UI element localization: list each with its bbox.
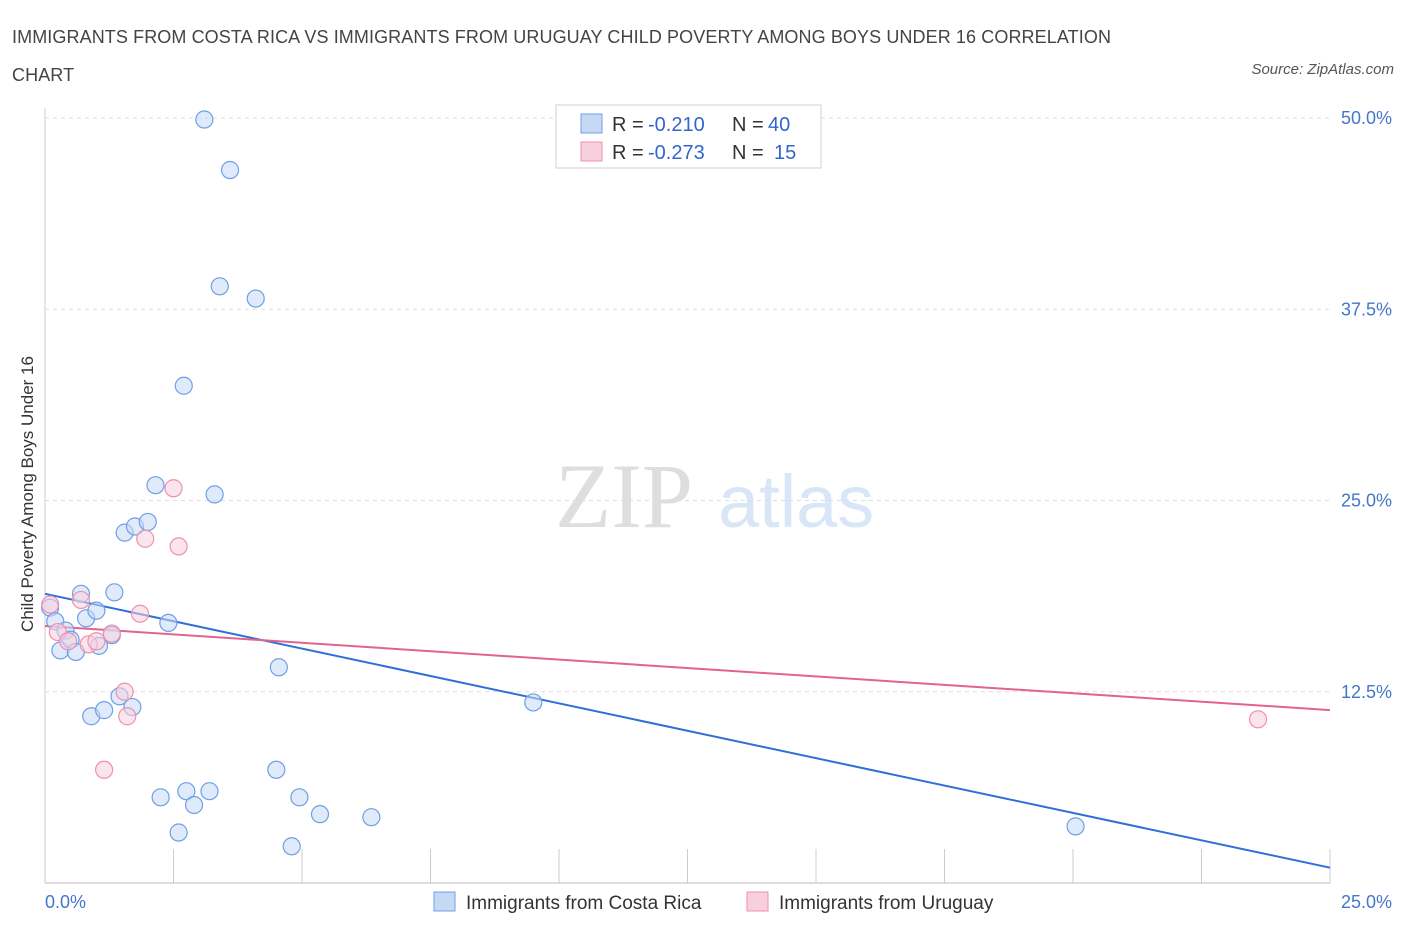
watermark-atlas: atlas (718, 460, 874, 543)
point-series0-27 (200, 782, 219, 801)
point-series0-22 (169, 823, 188, 842)
trendline-1 (44, 624, 1331, 712)
y-axis-label: Child Poverty Among Boys Under 16 (18, 356, 37, 632)
legend-n-label-1: N = (732, 114, 764, 136)
point-series1-8 (115, 682, 134, 701)
point-series1-12 (164, 479, 183, 498)
legend-n-label-2: N = (732, 142, 764, 164)
point-series0-36 (310, 805, 330, 824)
point-series0-21 (159, 613, 178, 633)
bottom-legend-swatch-uruguay (746, 891, 769, 912)
point-series0-38 (524, 693, 543, 712)
source-label: Source: ZipAtlas.com (1251, 61, 1394, 78)
legend-n-value-1: 40 (768, 114, 790, 136)
point-series1-5 (87, 632, 106, 651)
point-series0-18 (138, 512, 157, 532)
point-series0-19 (146, 476, 165, 495)
bottom-legend-uruguay: Immigrants from Uruguay (779, 893, 994, 914)
point-series1-0 (41, 595, 60, 614)
point-series1-3 (71, 590, 91, 610)
point-series1-9 (118, 707, 137, 726)
gridlines (45, 117, 1330, 693)
chart-title: IMMIGRANTS FROM COSTA RICA VS IMMIGRANTS… (12, 27, 1112, 85)
y-tick-label-3: 50.0% (1341, 108, 1392, 128)
point-series0-34 (282, 837, 301, 856)
point-series1-10 (130, 604, 150, 623)
correlation-legend: R = -0.210 N = 40 R = -0.273 N = 15 (555, 104, 822, 169)
point-series1-2 (59, 632, 78, 651)
point-series0-35 (290, 788, 309, 807)
point-series0-32 (267, 760, 286, 779)
point-series1-14 (1248, 710, 1268, 729)
point-series0-28 (205, 485, 224, 504)
series-legend: Immigrants from Costa Rica Immigrants fr… (433, 891, 994, 914)
trendline-0 (44, 592, 1331, 869)
x-tick-label-1: 25.0% (1341, 892, 1392, 912)
point-series0-13 (105, 583, 124, 602)
y-tick-label-1: 25.0% (1341, 491, 1392, 511)
tick-labels: 12.5% 25.0% 37.5% 50.0% 0.0% 25.0% (45, 108, 1392, 912)
point-series0-11 (95, 701, 114, 720)
point-series1-7 (102, 624, 121, 643)
legend-r-value-1: -0.210 (648, 114, 705, 136)
point-series0-20 (151, 788, 170, 807)
point-series0-29 (210, 277, 229, 296)
point-series1-6 (95, 760, 114, 779)
y-tick-label-2: 37.5% (1341, 299, 1392, 319)
point-series0-31 (246, 289, 265, 308)
legend-swatch-uruguay (580, 141, 603, 162)
y-tick-label-0: 12.5% (1341, 682, 1392, 702)
point-series0-37 (362, 808, 381, 827)
point-series0-9 (87, 601, 106, 620)
x-tick-label-0: 0.0% (45, 892, 86, 912)
point-series0-26 (195, 110, 214, 129)
axes (44, 108, 1331, 884)
bottom-legend-swatch-costa-rica (433, 891, 456, 912)
legend-r-value-2: -0.273 (648, 142, 705, 164)
point-series1-13 (169, 537, 188, 556)
data-points (41, 110, 1268, 856)
bottom-legend-costa-rica: Immigrants from Costa Rica (466, 893, 702, 914)
legend-n-value-2: 15 (774, 142, 796, 164)
point-series0-24 (177, 782, 196, 801)
point-series0-25 (184, 795, 204, 815)
legend-r-label-2: R = (612, 142, 644, 164)
point-series0-30 (220, 160, 240, 180)
legend-r-label-1: R = (612, 114, 644, 136)
legend-swatch-costa-rica (580, 113, 603, 134)
trendlines (44, 592, 1331, 869)
point-series0-39 (1066, 817, 1085, 836)
point-series1-11 (136, 529, 155, 548)
watermark-zip: ZIP (555, 445, 693, 547)
point-series0-23 (174, 376, 193, 395)
point-series0-33 (269, 658, 288, 677)
